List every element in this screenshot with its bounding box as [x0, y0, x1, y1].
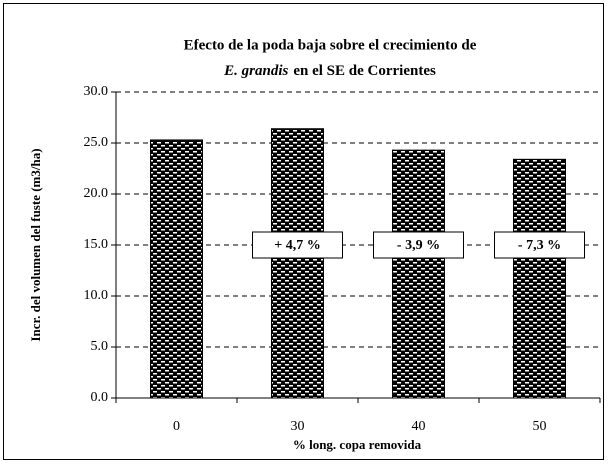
x-axis-label: % long. copa removida — [293, 437, 422, 452]
y-tick-label: 5.0 — [91, 339, 109, 354]
annotation-box — [373, 231, 464, 259]
annotation: - 7,3 % — [518, 238, 561, 253]
y-tick-label: 25.0 — [84, 135, 109, 150]
x-tick-label: 0 — [173, 419, 180, 434]
y-tick-label: 15.0 — [84, 237, 109, 252]
bar — [150, 139, 203, 399]
annotation-box — [252, 231, 343, 259]
bar — [271, 128, 324, 399]
y-axis-label: Incr. del volumen del fuste (m3/ha) — [28, 148, 43, 341]
x-tick-label: 40 — [412, 419, 426, 434]
y-tick-label: 10.0 — [84, 288, 109, 303]
annotation-box — [494, 231, 585, 259]
annotation: - 3,9 % — [397, 238, 440, 253]
bar — [392, 149, 445, 399]
chart-title: Efecto de la poda baja sobre el crecimie… — [184, 37, 477, 53]
chart-title-rest: en el SE de Corrientes — [293, 63, 436, 79]
y-tick-label: 20.0 — [84, 186, 109, 201]
annotation: + 4,7 % — [274, 238, 320, 253]
x-tick-label: 30 — [291, 419, 305, 434]
chart-title-italic: E. grandis — [223, 63, 288, 79]
x-tick-label: 50 — [533, 419, 547, 434]
chart-title: E. grandis en el SE de Corrientes — [223, 63, 436, 79]
bar — [513, 158, 566, 399]
y-tick-label: 0.0 — [91, 390, 109, 405]
y-tick-label: 30.0 — [84, 84, 109, 99]
